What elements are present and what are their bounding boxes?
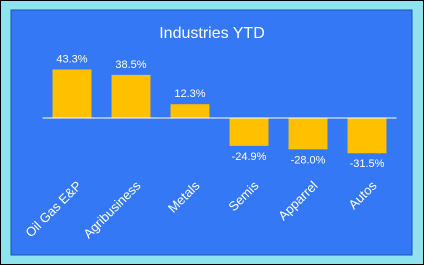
bar <box>288 118 328 150</box>
bar <box>111 74 151 118</box>
chart-title: Industries YTD <box>159 25 265 42</box>
plot-background <box>10 9 413 256</box>
bar <box>52 69 92 118</box>
value-label: 38.5% <box>115 59 146 71</box>
value-label: -24.9% <box>232 151 267 163</box>
bar <box>170 104 210 118</box>
value-label: 43.3% <box>56 53 87 65</box>
value-label: 12.3% <box>174 88 205 100</box>
value-label: -28.0% <box>291 154 326 166</box>
bar <box>229 118 269 146</box>
bar <box>347 118 387 154</box>
value-label: -31.5% <box>350 158 385 170</box>
